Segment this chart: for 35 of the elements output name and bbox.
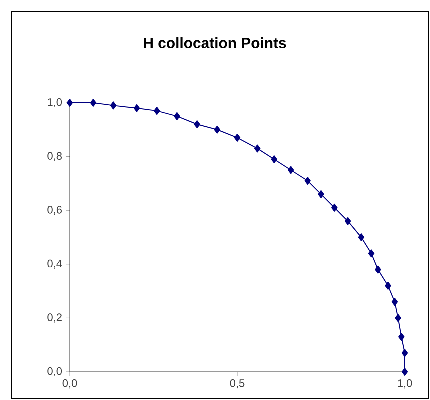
x-tick-label: 1,0 <box>398 380 412 389</box>
point <box>234 134 241 142</box>
point <box>288 166 294 174</box>
point <box>254 144 261 153</box>
point <box>392 298 398 306</box>
x-tick-label: 0,0 <box>62 380 78 389</box>
point <box>344 217 352 226</box>
y-tick-label: 0,8 <box>48 152 62 162</box>
chart-title: H collocation Points <box>144 38 286 48</box>
y-tick-label: 0,2 <box>48 314 62 323</box>
point <box>385 282 392 290</box>
point <box>194 120 200 129</box>
x-tick-label: 0,5 <box>230 380 245 389</box>
y-tick-label: 0,6 <box>48 206 62 216</box>
point <box>402 349 408 358</box>
point <box>134 104 140 112</box>
point <box>368 250 375 258</box>
point <box>332 204 338 212</box>
y-tick-label: 1,0 <box>48 98 62 108</box>
point <box>154 107 160 116</box>
point <box>395 314 402 322</box>
y-tick-label: 0,0 <box>48 367 62 377</box>
y-tick-label: 0,4 <box>48 260 62 269</box>
point <box>271 156 278 164</box>
point <box>66 99 74 107</box>
point <box>110 102 117 110</box>
point <box>402 368 408 376</box>
point <box>214 126 221 134</box>
point <box>90 99 97 107</box>
point <box>304 177 311 185</box>
point <box>318 190 324 198</box>
point <box>174 112 180 120</box>
point <box>358 234 365 242</box>
point <box>375 266 382 274</box>
point <box>398 333 405 342</box>
